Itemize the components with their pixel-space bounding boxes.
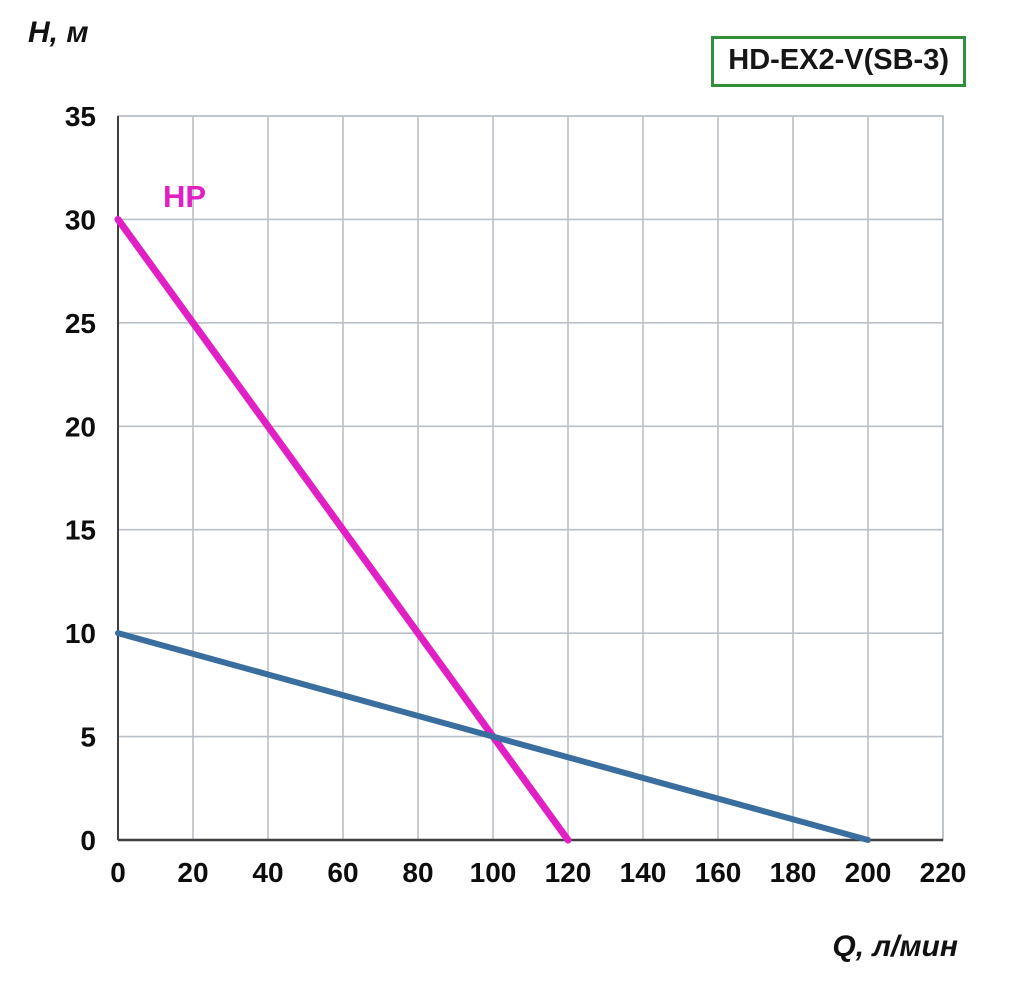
- x-tick-label: 100: [470, 857, 517, 888]
- x-tick-label: 40: [252, 857, 283, 888]
- y-tick-label: 35: [65, 101, 96, 132]
- series-annotation-hp: HP: [163, 179, 206, 214]
- y-tick-label: 5: [80, 722, 96, 753]
- x-tick-label: 60: [327, 857, 358, 888]
- y-tick-label: 15: [65, 515, 96, 546]
- x-tick-label: 0: [110, 857, 126, 888]
- x-tick-label: 200: [845, 857, 892, 888]
- x-tick-label: 20: [177, 857, 208, 888]
- chart-title-badge: HD-EX2-V(SB-3): [711, 36, 966, 87]
- y-tick-label: 30: [65, 204, 96, 235]
- plot-border: [117, 115, 944, 841]
- x-axis-label: Q, л/мин: [832, 930, 958, 963]
- x-tick-label: 160: [695, 857, 742, 888]
- x-tick-label: 180: [770, 857, 817, 888]
- x-tick-label: 120: [545, 857, 592, 888]
- x-tick-label: 220: [920, 857, 967, 888]
- y-tick-label: 0: [80, 825, 96, 856]
- y-axis-label: H, м: [28, 16, 89, 49]
- series-line-head-curve: [115, 630, 871, 843]
- y-tick-label: 10: [65, 618, 96, 649]
- y-tick-label: 20: [65, 411, 96, 442]
- x-tick-label: 80: [402, 857, 433, 888]
- x-tick-label: 140: [620, 857, 667, 888]
- y-tick-label: 25: [65, 308, 96, 339]
